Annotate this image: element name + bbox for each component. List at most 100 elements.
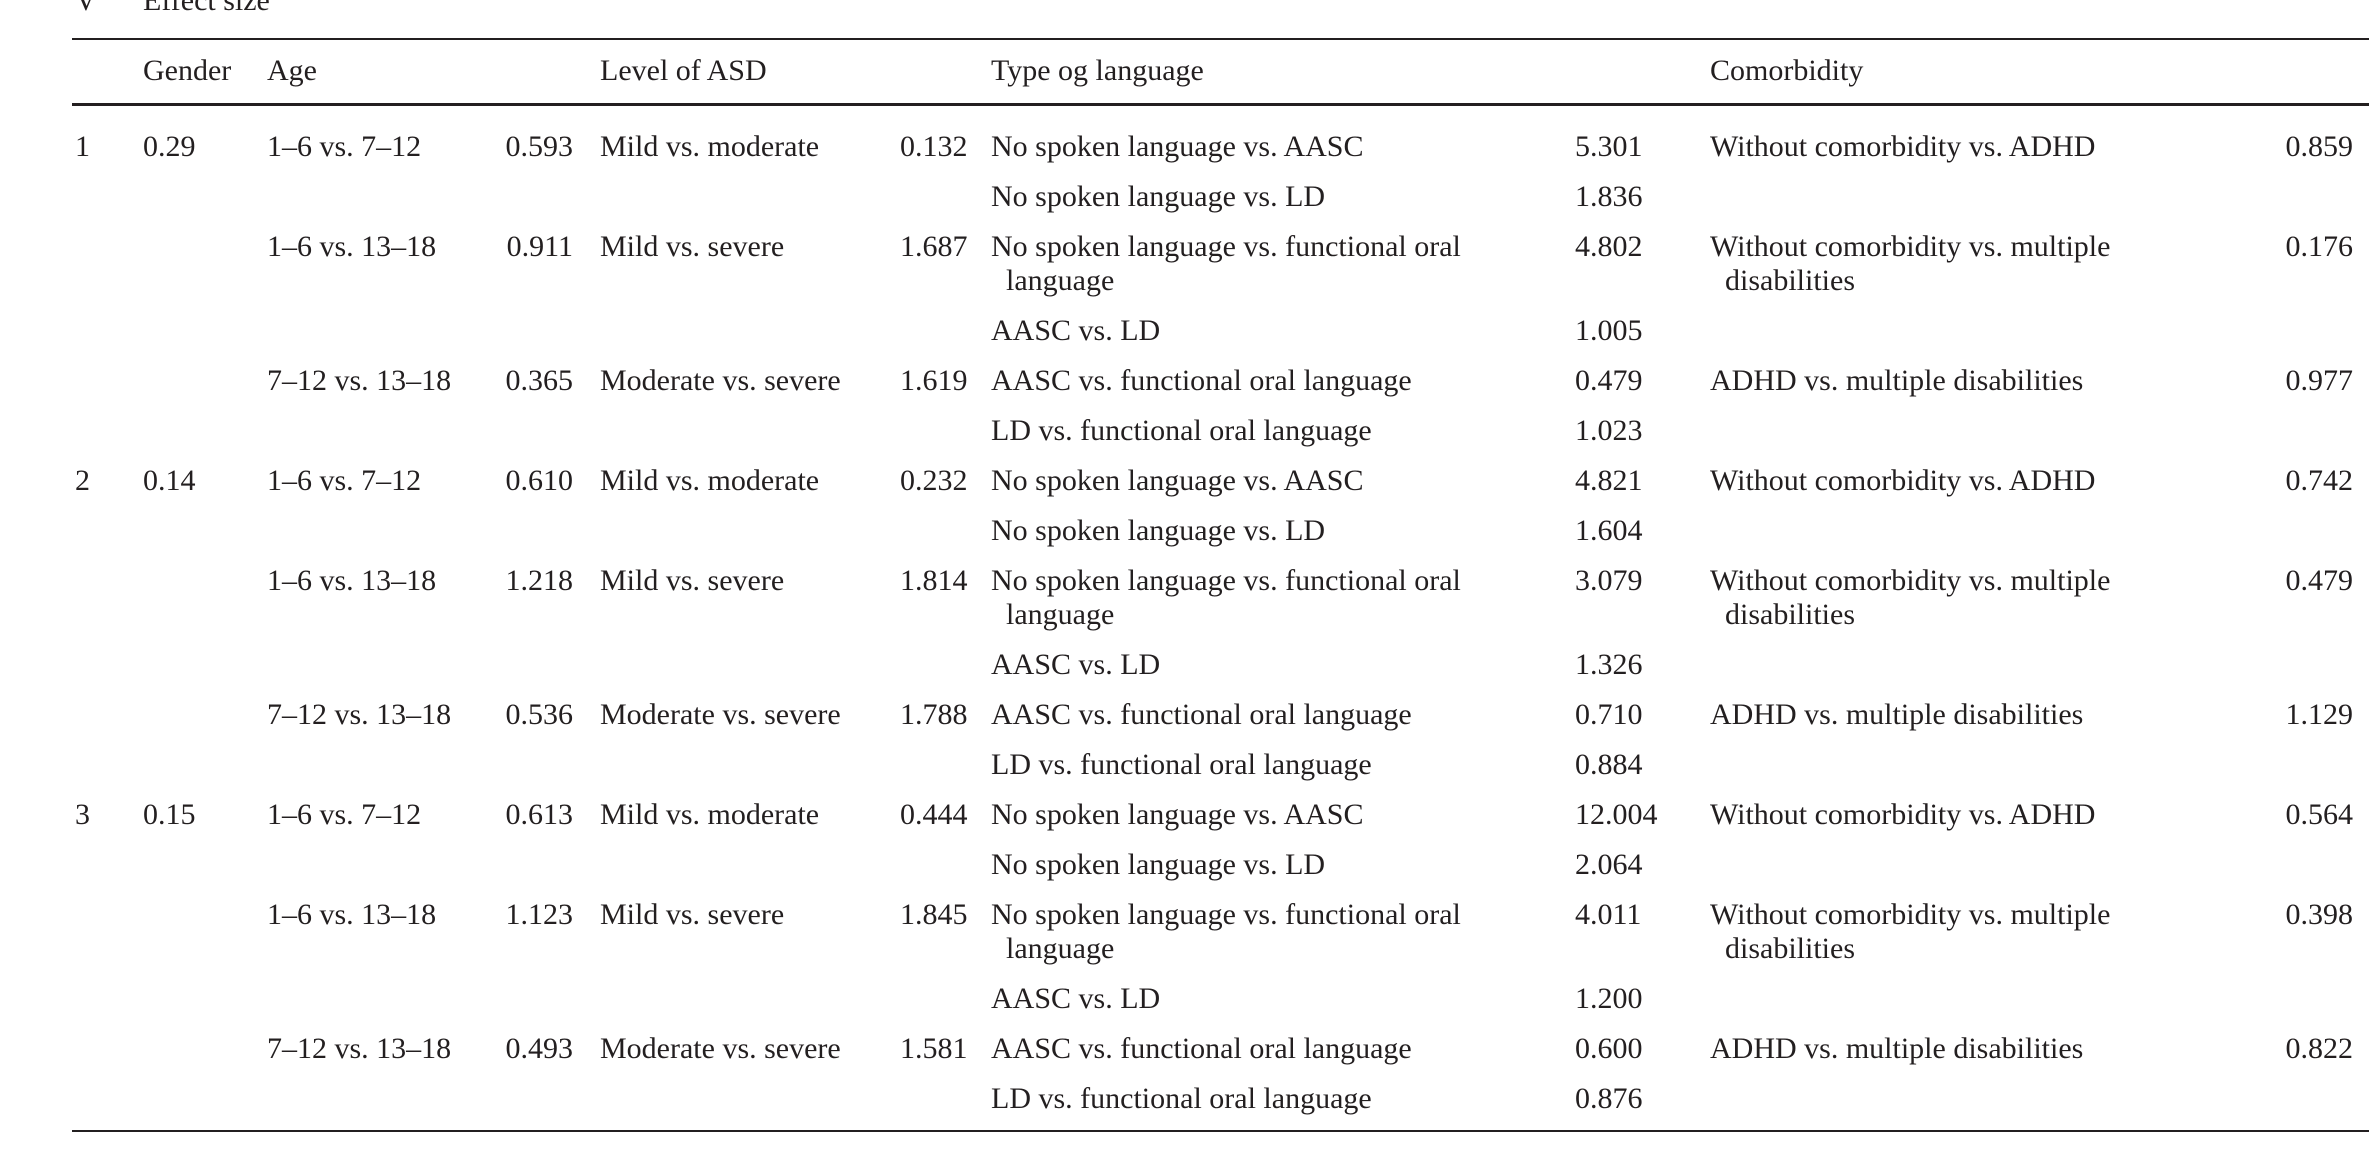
table-cell: 0.398	[2285, 898, 2354, 931]
table-cell: 1.218	[505, 564, 574, 597]
table-cell: 0.479	[1575, 364, 1643, 397]
table-cell: ADHD vs. multiple disabilities	[1710, 1032, 2084, 1065]
table-cell: 1–6 vs. 7–12	[267, 798, 422, 831]
table-cell: Mild vs. moderate	[600, 798, 820, 831]
table-cell: AASC vs. LD	[991, 982, 1161, 1015]
table-cell: 7–12 vs. 13–18	[267, 698, 452, 731]
header-row: Gender Age Level of ASD Type og language…	[0, 46, 2369, 96]
table-cell: 1.023	[1575, 414, 1643, 447]
table-cell: Without comorbidity vs. multiple disabil…	[1710, 564, 2111, 631]
table-cell: 0.15	[143, 798, 196, 831]
table-cell: Without comorbidity vs. multiple disabil…	[1710, 898, 2111, 965]
table-row: LD vs. functional oral language 1.023	[0, 406, 2369, 456]
header-cell: Comorbidity	[1710, 54, 1864, 87]
table-cell: 1–6 vs. 7–12	[267, 464, 422, 497]
table-cell: 1.123	[505, 898, 574, 931]
table-cell: 0.977	[2285, 364, 2354, 397]
header-cell: Level of ASD	[600, 54, 767, 87]
table-cell: 0.710	[1575, 698, 1643, 731]
table-cell: 0.232	[900, 464, 968, 497]
table-cell: 1–6 vs. 7–12	[267, 130, 422, 163]
table-cell: Mild vs. moderate	[600, 130, 820, 163]
table-cell: 0.859	[2285, 130, 2354, 163]
table-row: LD vs. functional oral language 0.884	[0, 740, 2369, 790]
rule	[72, 38, 2369, 40]
table-cell: Without comorbidity vs. multiple disabil…	[1710, 230, 2111, 297]
table-cell: 4.821	[1575, 464, 1643, 497]
table-cell: 0.593	[505, 130, 574, 163]
header-cell: Type og language	[991, 54, 1204, 87]
table-cell: 0.876	[1575, 1082, 1643, 1115]
table-cell: 1.836	[1575, 180, 1643, 213]
table-cell: 1–6 vs. 13–18	[267, 898, 437, 931]
table-cell: 0.884	[1575, 748, 1643, 781]
table-cell: 2.064	[1575, 848, 1643, 881]
table-row: No spoken language vs. LD 2.064	[0, 840, 2369, 890]
table-cell: LD vs. functional oral language	[991, 1082, 1372, 1115]
table-cell: 1.604	[1575, 514, 1643, 547]
rule	[72, 103, 2369, 106]
rule	[72, 1130, 2369, 1132]
table-cell: Without comorbidity vs. ADHD	[1710, 464, 2096, 497]
top-label: V	[75, 0, 97, 17]
table-cell: Without comorbidity vs. ADHD	[1710, 798, 2096, 831]
table-cell: AASC vs. functional oral language	[991, 1032, 1412, 1065]
table-cell: ADHD vs. multiple disabilities	[1710, 364, 2084, 397]
table-row: 2 0.14 1–6 vs. 7–12 0.610 Mild vs. moderate 0…	[0, 456, 2369, 506]
table-cell: 0.479	[2285, 564, 2354, 597]
table-cell: Without comorbidity vs. ADHD	[1710, 130, 2096, 163]
table-cell: 0.493	[505, 1032, 574, 1065]
table-row: 1–6 vs. 13–18 0.911 Mild vs. severe 1.687 No…	[0, 222, 2369, 306]
header-cell: Age	[267, 54, 317, 87]
table-cell: 3.079	[1575, 564, 1643, 597]
table-cell: AASC vs. functional oral language	[991, 364, 1412, 397]
table-cell: 1	[75, 130, 90, 163]
table-cell: 0.600	[1575, 1032, 1643, 1065]
table-cell: No spoken language vs. functional oral l…	[991, 230, 1461, 297]
table-row: 7–12 vs. 13–18 0.493 Moderate vs. severe 1.…	[0, 1024, 2369, 1074]
table-cell: 0.911	[506, 230, 573, 263]
table-cell: 5.301	[1575, 130, 1643, 163]
table-cell: 0.29	[143, 130, 196, 163]
table-cell: No spoken language vs. LD	[991, 848, 1326, 881]
table-cell: No spoken language vs. functional oral l…	[991, 564, 1461, 631]
table-cell: 0.132	[900, 130, 968, 163]
table-row: 7–12 vs. 13–18 0.365 Moderate vs. severe 1.…	[0, 356, 2369, 406]
table-cell: 1.788	[900, 698, 968, 731]
table-cell: AASC vs. functional oral language	[991, 698, 1412, 731]
table-row: AASC vs. LD 1.326	[0, 640, 2369, 690]
table-cell: 7–12 vs. 13–18	[267, 364, 452, 397]
table-cell: 1.200	[1575, 982, 1643, 1015]
table-cell: 1–6 vs. 13–18	[267, 564, 437, 597]
table-cell: 0.365	[505, 364, 574, 397]
table-cell: No spoken language vs. functional oral l…	[991, 898, 1461, 965]
table-cell: 4.011	[1575, 898, 1642, 931]
table-cell: 1.687	[900, 230, 968, 263]
table-cell: 0.14	[143, 464, 196, 497]
table-cell: ADHD vs. multiple disabilities	[1710, 698, 2084, 731]
table-cell: 1.581	[900, 1032, 968, 1065]
table-cell: 0.610	[505, 464, 574, 497]
table-row: No spoken language vs. LD 1.836	[0, 172, 2369, 222]
table-cell: 7–12 vs. 13–18	[267, 1032, 452, 1065]
table-cell: 0.613	[505, 798, 574, 831]
table-cell: AASC vs. LD	[991, 314, 1161, 347]
table-cell: No spoken language vs. LD	[991, 180, 1326, 213]
table-cell: 1.619	[900, 364, 968, 397]
table-cell: Mild vs. severe	[600, 230, 785, 263]
table-cell: 0.564	[2285, 798, 2354, 831]
table-cell: No spoken language vs. AASC	[991, 130, 1364, 163]
table-cell: 3	[75, 798, 90, 831]
table-cell: 1.326	[1575, 648, 1643, 681]
table-row: 1–6 vs. 13–18 1.123 Mild vs. severe 1.845 No…	[0, 890, 2369, 974]
table-cell: 0.536	[505, 698, 574, 731]
table-cell: Moderate vs. severe	[600, 698, 841, 731]
top-row: V Effect size	[0, 0, 2369, 26]
table-cell: LD vs. functional oral language	[991, 414, 1372, 447]
table-cell: Mild vs. severe	[600, 564, 785, 597]
table-row: 7–12 vs. 13–18 0.536 Moderate vs. severe 1.…	[0, 690, 2369, 740]
table-cell: 1.129	[2285, 698, 2354, 731]
table-row: 3 0.15 1–6 vs. 7–12 0.613 Mild vs. moderate 0…	[0, 790, 2369, 840]
table-cell: No spoken language vs. LD	[991, 514, 1326, 547]
